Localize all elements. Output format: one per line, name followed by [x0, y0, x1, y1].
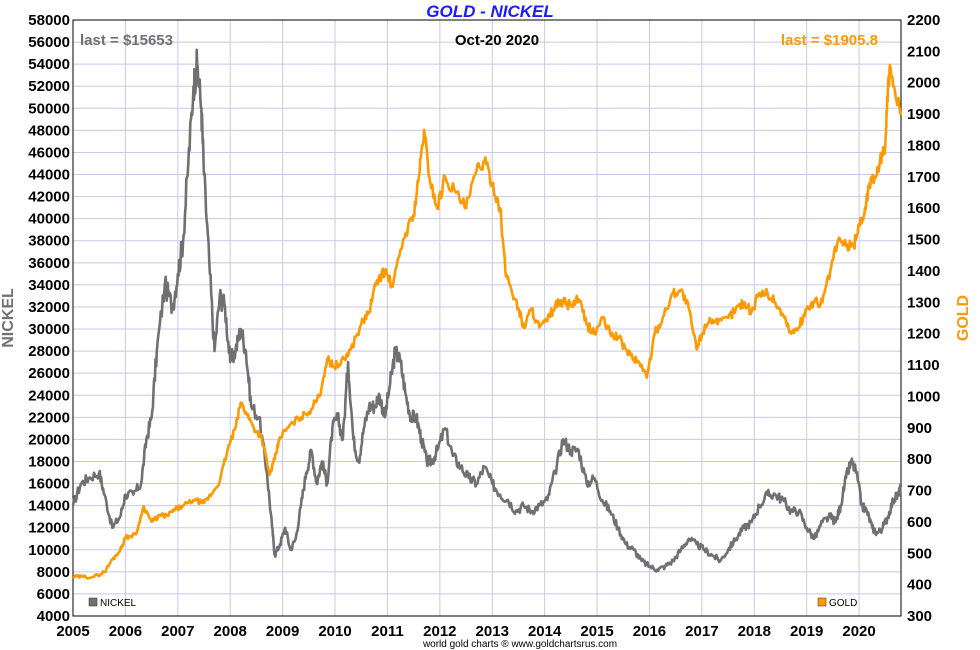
- left-tick-label: 6000: [37, 586, 70, 603]
- right-tick-label: 600: [907, 514, 932, 531]
- right-tick-label: 1200: [907, 326, 940, 343]
- left-tick-label: 42000: [28, 189, 70, 206]
- left-tick-label: 16000: [28, 476, 70, 493]
- x-tick-label: 2005: [56, 623, 89, 640]
- right-tick-label: 500: [907, 545, 932, 562]
- right-axis-ticks: 300 400 500 600 700 800 900 1000 1100 1200 1300 140…: [907, 12, 940, 625]
- gold-line-path: [72, 63, 903, 580]
- left-tick-label: 32000: [28, 299, 70, 316]
- x-axis-ticks: 2005 2006 2007 2008 2009 2010 2011 2012 2013 2014…: [56, 623, 875, 640]
- gold-series-line: [72, 63, 903, 580]
- nickel-line-path: [71, 48, 903, 573]
- left-tick-label: 46000: [28, 144, 70, 161]
- legend-nickel-swatch: [88, 597, 98, 607]
- x-tick-label: 2017: [685, 623, 718, 640]
- left-tick-label: 50000: [28, 100, 70, 117]
- left-tick-label: 10000: [28, 542, 70, 559]
- grid-lines: [72, 19, 901, 617]
- gold-last-label: last = $1905.8: [781, 32, 878, 49]
- right-tick-label: 400: [907, 577, 932, 594]
- left-tick-label: 40000: [28, 211, 70, 228]
- legend-nickel: NICKEL: [88, 597, 137, 609]
- x-tick-label: 2016: [633, 623, 666, 640]
- left-axis-label: NICKEL: [0, 288, 17, 348]
- left-tick-label: 34000: [28, 277, 70, 294]
- left-axis-ticks: 4000 6000 8000 10000 12000 14000 16000 18000 200…: [28, 12, 70, 625]
- right-tick-label: 700: [907, 483, 932, 500]
- left-tick-label: 12000: [28, 520, 70, 537]
- x-tick-label: 2007: [161, 623, 194, 640]
- left-tick-label: 44000: [28, 167, 70, 184]
- x-tick-label: 2019: [790, 623, 823, 640]
- right-tick-label: 1400: [907, 263, 940, 280]
- nickel-series-line: [71, 48, 903, 573]
- legend-nickel-label: NICKEL: [100, 598, 137, 609]
- left-tick-label: 48000: [28, 122, 70, 139]
- date-label: Oct-20 2020: [455, 32, 539, 49]
- left-tick-label: 28000: [28, 343, 70, 360]
- right-tick-label: 800: [907, 451, 932, 468]
- left-tick-label: 8000: [37, 564, 70, 581]
- x-tick-label: 2012: [423, 623, 456, 640]
- right-tick-label: 2200: [907, 12, 940, 29]
- left-tick-label: 36000: [28, 255, 70, 272]
- legend-gold: GOLD: [817, 597, 857, 609]
- right-tick-label: 1100: [907, 357, 940, 374]
- left-tick-label: 54000: [28, 56, 70, 73]
- right-tick-label: 2000: [907, 75, 940, 92]
- left-tick-label: 26000: [28, 365, 70, 382]
- right-tick-label: 1700: [907, 169, 940, 186]
- left-tick-label: 56000: [28, 34, 70, 51]
- left-tick-label: 14000: [28, 498, 70, 515]
- right-tick-label: 300: [907, 608, 932, 625]
- left-tick-label: 22000: [28, 409, 70, 426]
- x-tick-label: 2010: [318, 623, 351, 640]
- plot-frame: [72, 19, 902, 617]
- right-tick-label: 900: [907, 420, 932, 437]
- left-tick-label: 4000: [37, 608, 70, 625]
- footer-credit: world gold charts ® www.goldchartsrus.co…: [422, 639, 617, 650]
- left-tick-label: 30000: [28, 321, 70, 338]
- x-tick-label: 2018: [738, 623, 771, 640]
- x-tick-label: 2020: [842, 623, 875, 640]
- x-tick-label: 2008: [214, 623, 247, 640]
- left-tick-label: 58000: [28, 12, 70, 29]
- right-tick-label: 1900: [907, 106, 940, 123]
- legend-gold-swatch: [817, 597, 827, 607]
- x-tick-label: 2013: [476, 623, 509, 640]
- nickel-last-label: last = $15653: [80, 32, 173, 49]
- right-tick-label: 2100: [907, 43, 940, 60]
- right-tick-label: 1500: [907, 232, 940, 249]
- x-tick-label: 2011: [371, 623, 404, 640]
- x-tick-label: 2009: [266, 623, 299, 640]
- right-tick-label: 1000: [907, 388, 940, 405]
- x-tick-label: 2015: [580, 623, 613, 640]
- x-tick-label: 2006: [109, 623, 142, 640]
- right-axis-label: GOLD: [955, 295, 972, 341]
- right-tick-label: 1300: [907, 294, 940, 311]
- left-tick-label: 52000: [28, 78, 70, 95]
- x-tick-label: 2014: [528, 623, 562, 640]
- right-tick-label: 1600: [907, 200, 940, 217]
- left-tick-label: 38000: [28, 233, 70, 250]
- left-tick-label: 24000: [28, 387, 70, 404]
- right-tick-label: 1800: [907, 137, 940, 154]
- left-tick-label: 18000: [28, 453, 70, 470]
- legend-gold-label: GOLD: [829, 598, 857, 609]
- left-tick-label: 20000: [28, 431, 70, 448]
- chart-title: GOLD - NICKEL: [426, 2, 554, 21]
